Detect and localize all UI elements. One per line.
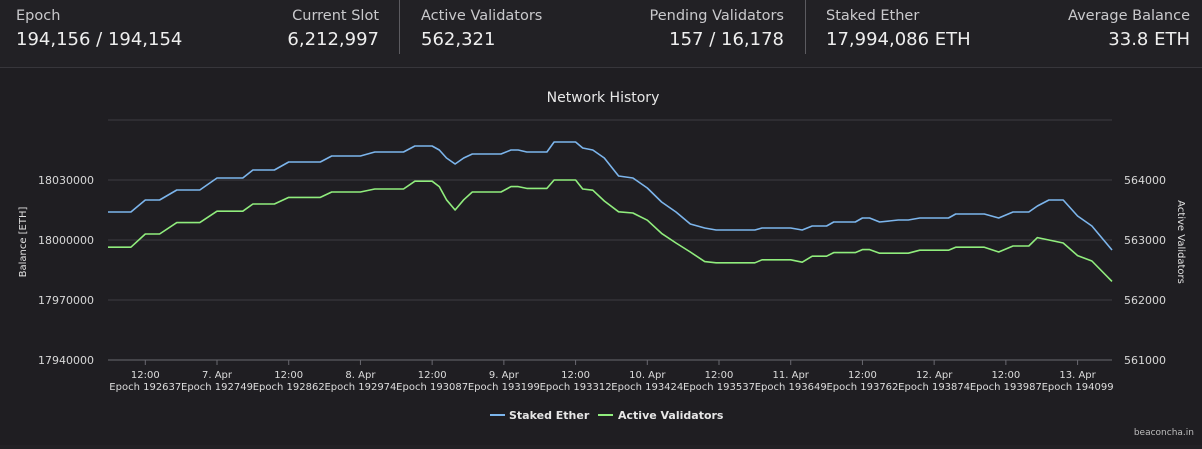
- x-tick-label: 12. Apr: [916, 370, 953, 381]
- y-tick-label: 17970000: [38, 294, 94, 307]
- stat-pending-validators: Pending Validators 157 / 16,178: [650, 7, 784, 53]
- stat-average-balance: Average Balance 33.8 ETH: [1068, 7, 1190, 53]
- y2-axis-label: Active Validators: [1175, 200, 1186, 284]
- x-tick-epoch-label: Epoch 193987: [970, 382, 1042, 393]
- x-tick-epoch-label: Epoch 193649: [755, 382, 827, 393]
- stat-label: Average Balance: [1068, 8, 1190, 24]
- x-tick-epoch-label: Epoch 193199: [468, 382, 540, 393]
- chart-title: Network History: [547, 90, 660, 106]
- network-history-chart: Network History Balance [ETH] Active Val…: [0, 68, 1202, 445]
- y-axis-label: Balance [ETH]: [18, 206, 29, 277]
- x-tick-label: 12:00: [418, 370, 447, 381]
- x-tick-epoch-label: Epoch 193087: [396, 382, 468, 393]
- y2-tick-label: 561000: [1124, 354, 1166, 367]
- x-tick-label: 12:00: [848, 370, 877, 381]
- stat-staked-ether: Staked Ether 17,994,086 ETH: [826, 7, 971, 53]
- x-tick-label: 13. Apr: [1059, 370, 1096, 381]
- y-tick-label: 17940000: [38, 354, 94, 367]
- y-tick-label: 18030000: [38, 174, 94, 187]
- stat-label: Staked Ether: [826, 8, 920, 24]
- stat-label: Current Slot: [292, 8, 379, 24]
- x-tick-label: 7. Apr: [202, 370, 233, 381]
- stat-value: 33.8 ETH: [1108, 29, 1190, 50]
- stat-value: 194,156 / 194,154: [16, 29, 183, 50]
- chart-svg: Network History Balance [ETH] Active Val…: [18, 90, 1186, 422]
- stat-divider: [399, 0, 400, 54]
- stat-epoch: Epoch 194,156 / 194,154: [16, 7, 182, 53]
- x-tick-label: 8. Apr: [345, 370, 376, 381]
- x-tick-label: 10. Apr: [629, 370, 666, 381]
- legend-item-active-validators[interactable]: Active Validators: [618, 409, 724, 422]
- x-tick-label: 12:00: [991, 370, 1020, 381]
- x-tick-epoch-label: Epoch 193762: [826, 382, 898, 393]
- series-line-staked-ether: [108, 141, 1113, 251]
- stat-label: Pending Validators: [649, 8, 784, 24]
- stat-value: 17,994,086 ETH: [826, 29, 971, 50]
- x-tick-label: 12:00: [131, 370, 160, 381]
- x-tick-epoch-label: Epoch 194099: [1042, 382, 1114, 393]
- x-tick-epoch-label: Epoch 192862: [253, 382, 325, 393]
- network-stats-bar: Epoch 194,156 / 194,154 Current Slot 6,2…: [0, 0, 1202, 68]
- y-tick-label: 18000000: [38, 234, 94, 247]
- series-line-active-validators: [108, 179, 1113, 282]
- y2-tick-label: 564000: [1124, 174, 1166, 187]
- stat-divider: [805, 0, 806, 54]
- stat-label: Epoch: [16, 8, 61, 24]
- x-tick-label: 12:00: [274, 370, 303, 381]
- stat-value: 6,212,997: [287, 29, 379, 50]
- x-tick-label: 11. Apr: [773, 370, 810, 381]
- stat-label: Active Validators: [421, 8, 543, 24]
- y2-tick-label: 563000: [1124, 234, 1166, 247]
- x-tick-epoch-label: Epoch 193537: [683, 382, 755, 393]
- x-tick-epoch-label: Epoch 192974: [324, 382, 396, 393]
- x-tick-epoch-label: Epoch 192749: [181, 382, 253, 393]
- x-tick-epoch-label: Epoch 192637: [109, 382, 181, 393]
- y2-tick-label: 562000: [1124, 294, 1166, 307]
- x-tick-epoch-label: Epoch 193424: [611, 382, 683, 393]
- credit-text[interactable]: beaconcha.in: [1133, 428, 1194, 438]
- stat-current-slot: Current Slot 6,212,997: [287, 7, 379, 53]
- stat-value: 157 / 16,178: [669, 29, 784, 50]
- stat-active-validators: Active Validators 562,321: [421, 7, 542, 53]
- stat-value: 562,321: [421, 29, 496, 50]
- x-tick-epoch-label: Epoch 193312: [540, 382, 612, 393]
- x-tick-epoch-label: Epoch 193874: [898, 382, 970, 393]
- chart-legend: Staked Ether Active Validators: [490, 409, 724, 422]
- x-tick-label: 12:00: [705, 370, 734, 381]
- x-tick-label: 12:00: [561, 370, 590, 381]
- legend-item-staked-ether[interactable]: Staked Ether: [509, 409, 590, 422]
- x-tick-label: 9. Apr: [489, 370, 520, 381]
